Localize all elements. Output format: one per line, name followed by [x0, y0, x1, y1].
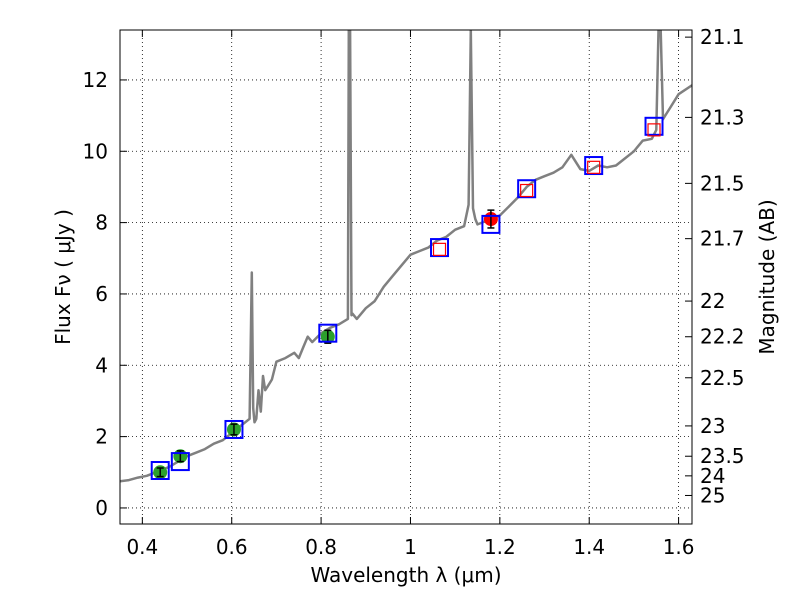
model-photometry-square: [517, 179, 537, 199]
y-tick-label: 12: [83, 68, 108, 92]
axes: 0.4 0.6 0.8 1 1.2 1.4 1.602468101221.121.321.5…: [83, 25, 745, 559]
mag-tick-label: 21.1: [700, 25, 745, 49]
model-photometry-square: [318, 323, 338, 343]
model-photometry-small-square: [587, 160, 601, 174]
model-photometry-square: [150, 460, 170, 480]
model-photometry-small-square: [432, 242, 447, 256]
mag-tick-label: 22.5: [700, 366, 745, 390]
mag-tick-label: 21.5: [700, 171, 745, 195]
mag-tick-label: 22.2: [700, 325, 745, 349]
y-tick-label: 6: [95, 282, 108, 306]
data-layer: [120, 30, 692, 483]
model-photometry-square: [644, 116, 664, 136]
mag-tick-label: 23: [700, 414, 725, 438]
y-tick-label: 2: [95, 425, 108, 449]
model-photometry-square: [430, 238, 450, 258]
mag-tick-label: 22: [700, 289, 725, 313]
mag-tick-label: 21.3: [700, 105, 745, 129]
x-tick-label: 1.6: [663, 535, 695, 559]
y-axis-label: Flux Fν ( μJy ): [51, 209, 75, 345]
model-photometry-square: [584, 156, 604, 176]
x-axis-label: Wavelength λ (μm): [310, 563, 501, 587]
x-tick-label: 1: [404, 535, 417, 559]
y-tick-label: 10: [83, 139, 108, 163]
mag-tick-label: 24: [700, 464, 725, 488]
y-tick-label: 0: [95, 496, 108, 520]
x-tick-label: 1.4: [573, 535, 605, 559]
model-photometry-square: [481, 214, 501, 234]
x-tick-label: 0.6: [216, 535, 248, 559]
x-tick-label: 1.2: [484, 535, 516, 559]
grid: [120, 30, 692, 524]
y2-axis-label: Magnitude (AB): [755, 199, 779, 354]
mag-tick-label: 23.5: [700, 444, 745, 468]
model-photometry-small-square: [647, 123, 661, 137]
model-photometry-square: [224, 419, 244, 439]
model-photometry-small-square: [520, 183, 534, 198]
plot-frame: [119, 29, 693, 525]
x-tick-label: 0.4: [126, 535, 158, 559]
y-tick-label: 4: [95, 353, 108, 377]
mag-tick-label: 21.7: [700, 227, 745, 251]
x-tick-label: 0.8: [305, 535, 337, 559]
mag-tick-label: 25: [700, 483, 725, 507]
sed-model-line: [120, 30, 692, 483]
model-photometry-square: [170, 452, 190, 472]
y-tick-label: 8: [95, 211, 108, 235]
